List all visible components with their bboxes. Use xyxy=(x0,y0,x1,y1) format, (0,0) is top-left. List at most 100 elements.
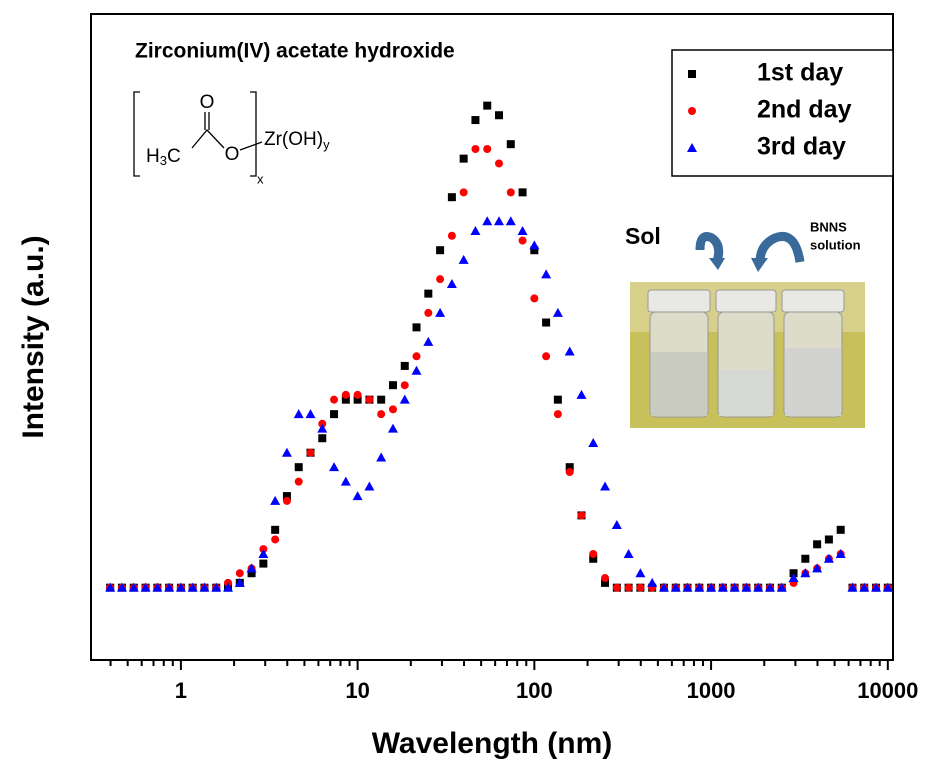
point xyxy=(565,463,574,472)
point xyxy=(847,582,858,592)
point xyxy=(506,188,515,197)
point xyxy=(223,582,234,592)
point xyxy=(541,269,552,279)
point xyxy=(670,582,681,592)
point xyxy=(388,405,397,414)
point xyxy=(446,278,457,288)
point xyxy=(495,111,504,120)
point xyxy=(116,582,127,592)
x-tick-label: 10 xyxy=(345,678,369,703)
point xyxy=(612,583,621,592)
point xyxy=(258,548,269,558)
subscript: 3 xyxy=(160,153,167,168)
point xyxy=(175,582,186,592)
point xyxy=(318,434,327,443)
point xyxy=(330,395,339,404)
subscript: y xyxy=(323,137,330,152)
bracket-left xyxy=(133,91,140,177)
point xyxy=(529,240,540,250)
point xyxy=(105,582,116,592)
point xyxy=(447,231,456,240)
point xyxy=(505,216,516,226)
point xyxy=(282,492,291,501)
arrow xyxy=(695,232,724,264)
legend-label: 1st day xyxy=(757,59,843,87)
bonds xyxy=(191,129,225,149)
point xyxy=(458,254,469,264)
structure xyxy=(133,91,263,177)
point xyxy=(412,352,421,361)
y-axis-label: Intensity (a.u.) xyxy=(17,235,50,438)
point xyxy=(764,582,775,592)
point xyxy=(293,409,304,419)
point xyxy=(636,583,645,592)
point xyxy=(801,554,810,563)
point xyxy=(447,193,456,202)
liquid xyxy=(719,370,773,416)
point xyxy=(600,481,611,491)
point xyxy=(871,582,882,592)
point xyxy=(246,563,257,573)
legend-marker xyxy=(688,70,696,78)
point xyxy=(589,554,598,563)
point xyxy=(435,307,446,317)
point xyxy=(341,395,350,404)
point xyxy=(471,116,480,125)
sol-label: Sol xyxy=(625,223,661,249)
point xyxy=(601,578,610,587)
point xyxy=(259,559,268,568)
point xyxy=(247,569,256,578)
point xyxy=(565,467,574,476)
point xyxy=(400,361,409,370)
point xyxy=(553,395,562,404)
point xyxy=(387,423,398,433)
point xyxy=(658,582,669,592)
x-tick-label: 10000 xyxy=(857,678,918,703)
liquid xyxy=(651,352,707,416)
point xyxy=(589,549,598,558)
plot-frame xyxy=(90,13,894,661)
vial-cap xyxy=(781,289,845,313)
point xyxy=(623,548,634,558)
point xyxy=(483,144,492,153)
point xyxy=(140,582,151,592)
liquid xyxy=(785,348,841,416)
atom: H xyxy=(146,146,160,167)
point xyxy=(388,381,397,390)
point xyxy=(282,496,291,505)
point xyxy=(494,216,505,226)
point xyxy=(717,582,728,592)
point xyxy=(753,582,764,592)
legend-label: 3rd day xyxy=(757,133,846,161)
arrows xyxy=(695,232,805,264)
point xyxy=(682,582,693,592)
point xyxy=(542,318,551,327)
atom: O xyxy=(225,144,240,165)
point xyxy=(235,569,244,578)
legend-marker xyxy=(688,107,696,115)
zr-bond xyxy=(239,141,263,151)
point xyxy=(470,225,481,235)
point xyxy=(412,323,421,332)
bnns-label: solution xyxy=(810,237,861,252)
point xyxy=(611,520,622,530)
point xyxy=(411,365,422,375)
point xyxy=(471,144,480,153)
point xyxy=(517,225,528,235)
point xyxy=(365,395,374,404)
point xyxy=(281,447,292,457)
methyl: H3C xyxy=(146,146,181,168)
point xyxy=(376,452,387,462)
point xyxy=(553,410,562,419)
point xyxy=(377,395,386,404)
point xyxy=(823,553,834,563)
point xyxy=(647,577,658,587)
point xyxy=(542,352,551,361)
point xyxy=(271,525,280,534)
point xyxy=(741,582,752,592)
point xyxy=(364,481,375,491)
point xyxy=(353,395,362,404)
point xyxy=(341,390,350,399)
point xyxy=(459,154,468,163)
point xyxy=(530,246,539,255)
